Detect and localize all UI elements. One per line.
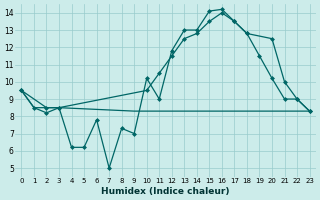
X-axis label: Humidex (Indice chaleur): Humidex (Indice chaleur) [101, 187, 230, 196]
